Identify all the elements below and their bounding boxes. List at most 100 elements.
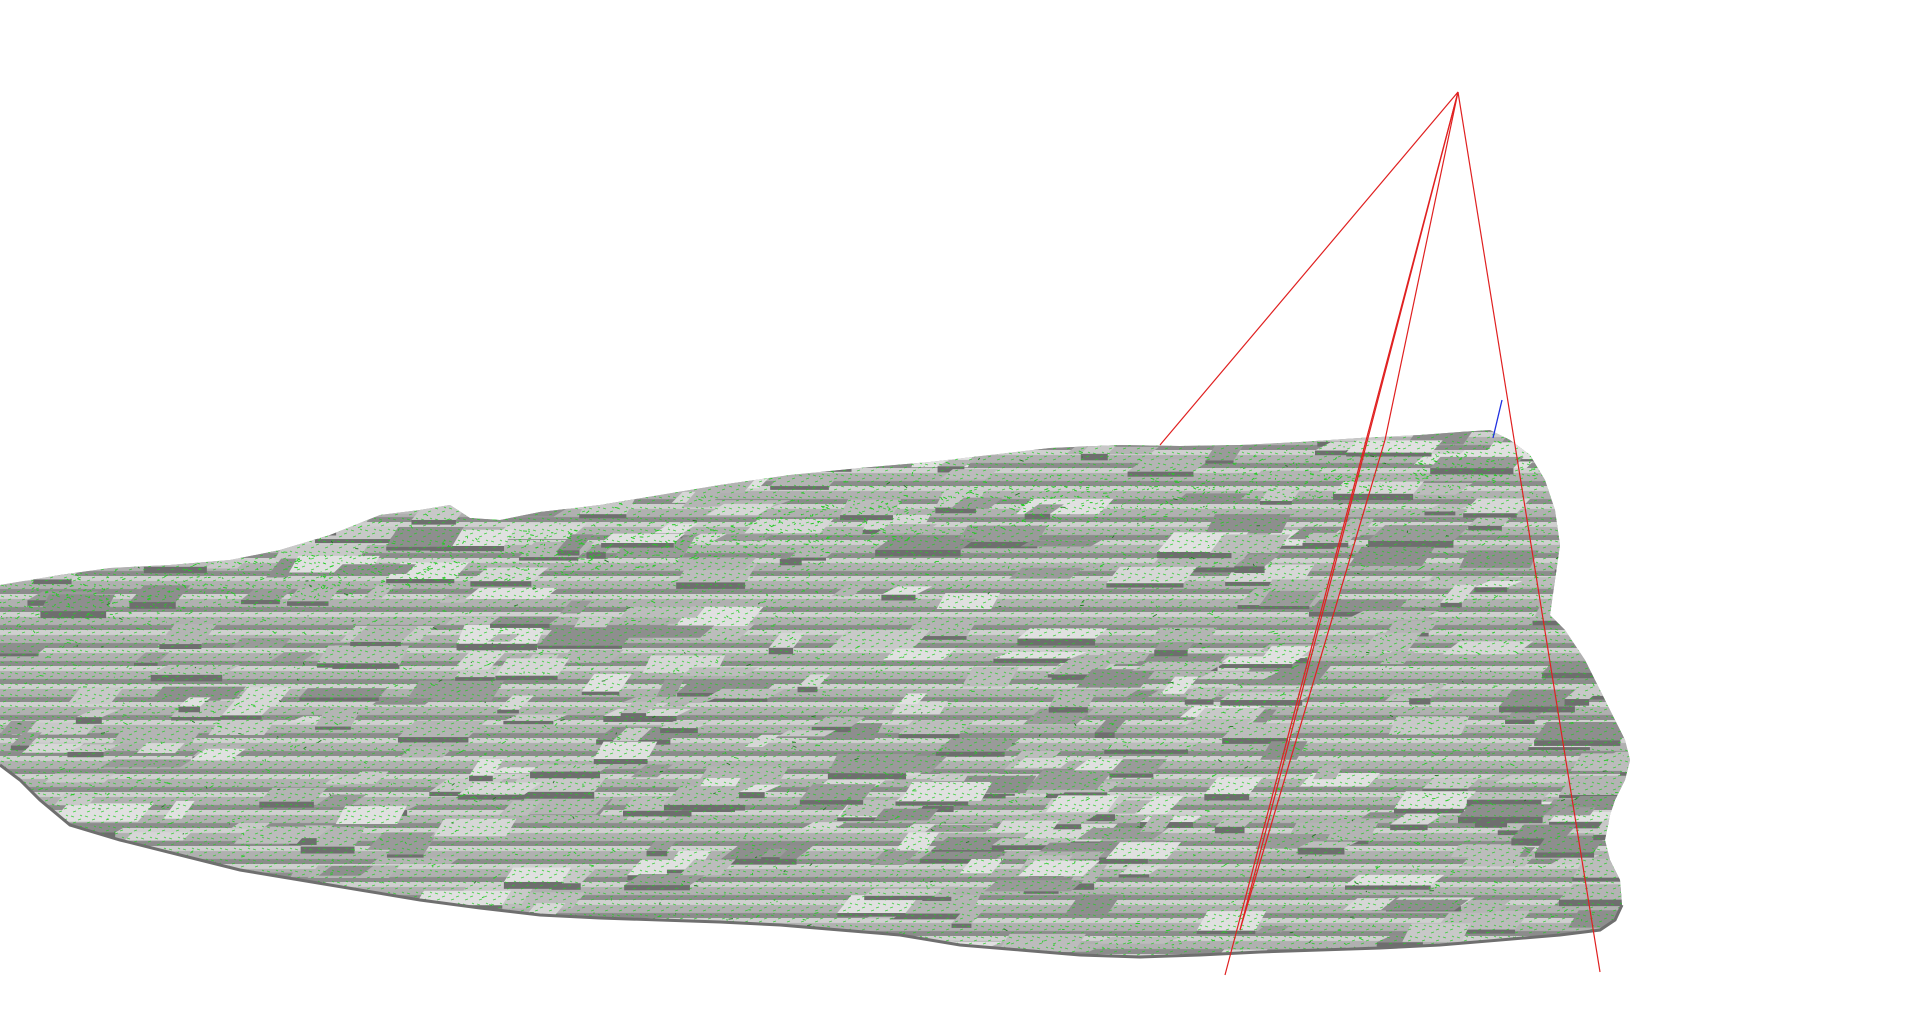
wire-edge (1597, 520, 1603, 523)
wire-edge (1379, 729, 1383, 733)
terrain-block-shadow (1419, 953, 1471, 957)
wire-edge (1057, 517, 1061, 521)
wire-edge (1574, 797, 1578, 801)
wire-edge (1488, 735, 1493, 739)
wire-edge (907, 845, 910, 848)
terrain-block (73, 506, 160, 526)
wire-edge (165, 782, 171, 785)
wire-edge (1269, 470, 1272, 474)
wire-edge (265, 768, 271, 772)
wire-edge (1295, 601, 1299, 603)
wire-edge (361, 830, 364, 832)
wire-edge (380, 580, 386, 583)
wire-edge (1539, 660, 1541, 663)
wire-edge (729, 806, 734, 809)
wire-edge (705, 543, 709, 546)
wire-edge (1099, 563, 1105, 567)
wire-edge (1205, 479, 1208, 482)
wire-edge (203, 591, 206, 594)
wire-edge (735, 542, 740, 545)
wire-edge (685, 445, 689, 449)
wire-edge (1506, 438, 1508, 440)
wire-edge (137, 779, 142, 782)
wire-edge (173, 530, 176, 533)
wire-edge (114, 569, 117, 573)
wire-edge (1533, 829, 1537, 833)
wire-edge (265, 543, 270, 547)
wire-edge (85, 613, 90, 617)
wire-edge (706, 550, 709, 553)
wire-edge (827, 462, 831, 465)
wire-edge (1353, 685, 1357, 689)
wire-edge (825, 616, 828, 619)
terrain-block-shadow (1601, 946, 1630, 951)
wire-edge (250, 704, 256, 706)
terrain-block-shadow (288, 902, 331, 908)
terrain-block (690, 936, 745, 944)
wire-edge (417, 572, 421, 574)
terrain-block (461, 469, 520, 482)
camera-frustum[interactable] (1159, 91, 1601, 976)
wire-edge (1241, 694, 1244, 696)
wire-edge (1287, 858, 1289, 861)
wire-edge (404, 841, 407, 845)
wire-edge (830, 943, 836, 947)
wire-edge (2, 570, 7, 574)
wire-edge (943, 508, 946, 512)
terrain-mesh[interactable] (0, 400, 1723, 1000)
wire-edge (1299, 799, 1302, 801)
wire-edge (777, 822, 783, 825)
wire-edge (971, 531, 976, 534)
terrain-block (364, 915, 456, 927)
wire-edge (1445, 598, 1449, 601)
wire-edge (1292, 579, 1294, 583)
wire-edge (1126, 745, 1129, 748)
wire-edge (486, 733, 491, 737)
wire-edge (105, 953, 108, 955)
wire-edge (633, 952, 637, 955)
wire-edge (800, 513, 803, 516)
wire-edge (1285, 619, 1288, 623)
wire-edge (1452, 749, 1457, 752)
terrain-block-shadow (1460, 968, 1501, 974)
wire-edge (576, 948, 580, 951)
wire-edge (938, 747, 943, 751)
wire-edge (911, 471, 914, 475)
wire-edge (826, 507, 829, 510)
wire-edge (48, 496, 53, 498)
wire-edge (28, 605, 33, 609)
wire-edge (584, 449, 588, 453)
wire-edge (526, 577, 531, 580)
wire-edge (168, 590, 171, 593)
wire-edge (811, 546, 814, 549)
wire-edge (1195, 508, 1199, 510)
wire-edge (560, 719, 565, 722)
wire-edge (286, 559, 289, 562)
wire-edge (158, 956, 164, 957)
wire-edge (147, 623, 152, 626)
terrain-block (276, 471, 350, 483)
wire-edge (72, 664, 78, 667)
wire-edge (1626, 963, 1627, 965)
wire-edge (1007, 565, 1010, 569)
wire-edge (890, 582, 895, 585)
wire-edge (590, 551, 592, 554)
wire-edge (841, 813, 847, 817)
wire-edge (627, 930, 630, 933)
wire-edge (1582, 547, 1586, 551)
wire-edge (681, 728, 684, 731)
wire-edge (811, 514, 814, 517)
wire-edge (199, 750, 203, 753)
wire-edge (14, 793, 20, 797)
terrain-block-shadow (17, 942, 106, 948)
wire-edge (388, 791, 392, 794)
terrain-block (1562, 955, 1630, 957)
wire-edge (1254, 592, 1259, 596)
wire-edge (1041, 940, 1044, 943)
wire-edge (1524, 846, 1528, 849)
wire-edge (1432, 457, 1435, 460)
wire-edge (959, 843, 961, 846)
wire-edge (974, 526, 978, 529)
